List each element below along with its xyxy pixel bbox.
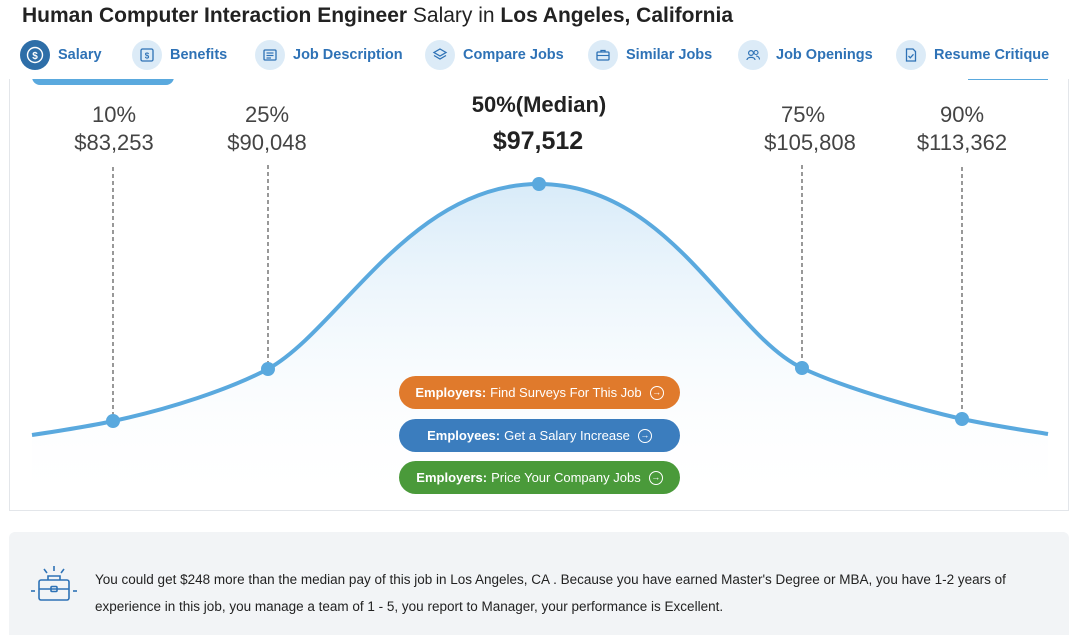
tab-label: Salary: [58, 47, 102, 63]
insight-line-2: experience in this job, you manage a tea…: [95, 599, 724, 614]
tab-label: Benefits: [170, 47, 228, 63]
cta-bold: Employers:: [416, 470, 488, 485]
salary-increase-button[interactable]: Employees: Get a Salary Increase →: [399, 419, 680, 452]
tab-resume-critique[interactable]: Resume Critique: [896, 39, 1049, 71]
p90-percent-label: 90%: [940, 102, 984, 127]
cta-bold: Employers:: [415, 385, 487, 400]
p75-salary-label: $105,808: [764, 130, 856, 155]
dollar-circle-icon: $: [20, 40, 50, 70]
nav-tabs: $ Salary $ Benefits Job Description Comp…: [20, 39, 1060, 71]
tab-label: Compare Jobs: [463, 47, 564, 63]
salary-distribution-chart: 10% $83,253 25% $90,048 50%(Median) $97,…: [9, 79, 1069, 511]
hidden-tab-pill: [32, 79, 174, 85]
dollar-bill-icon: $: [132, 40, 162, 70]
p90-point: [955, 412, 969, 426]
p10-percent-label: 10%: [92, 102, 136, 127]
people-icon: [738, 40, 768, 70]
tab-similar-jobs[interactable]: Similar Jobs: [588, 39, 712, 71]
salary-curve-svg: 10% $83,253 25% $90,048 50%(Median) $97,…: [31, 79, 1049, 510]
tab-label: Similar Jobs: [626, 47, 713, 63]
job-title: Human Computer Interaction Engineer: [22, 4, 408, 27]
p50-point: [532, 177, 546, 191]
insight-text: You could get $248 more than the median …: [95, 566, 1045, 620]
p25-percent-label: 25%: [245, 102, 289, 127]
document-icon: [255, 40, 285, 70]
p10-point: [106, 414, 120, 428]
tab-label: Job Description: [293, 47, 403, 63]
briefcase-icon: [588, 40, 618, 70]
tab-salary[interactable]: $ Salary: [20, 39, 102, 71]
cta-bold: Employees:: [427, 428, 501, 443]
layers-icon: [425, 40, 455, 70]
cta-text: Get a Salary Increase: [504, 428, 630, 443]
tab-label: Resume Critique: [934, 47, 1050, 63]
price-jobs-button[interactable]: Employers: Price Your Company Jobs →: [399, 461, 680, 494]
insight-line-1: You could get $248 more than the median …: [95, 572, 1006, 587]
page-title: Human Computer Interaction Engineer Sala…: [22, 4, 733, 28]
p90-salary-label: $113,362: [917, 130, 1007, 155]
tab-job-description[interactable]: Job Description: [255, 39, 403, 71]
personalized-insight-panel: You could get $248 more than the median …: [9, 532, 1069, 635]
tab-compare-jobs[interactable]: Compare Jobs: [425, 39, 564, 71]
cta-text: Find Surveys For This Job: [490, 385, 642, 400]
cta-text: Price Your Company Jobs: [491, 470, 641, 485]
p25-salary-label: $90,048: [227, 130, 307, 155]
p25-point: [261, 362, 275, 376]
find-surveys-button[interactable]: Employers: Find Surveys For This Job →: [399, 376, 680, 409]
p10-salary-label: $83,253: [74, 130, 154, 155]
arrow-right-circle-icon: →: [649, 385, 664, 400]
title-connector: Salary in: [407, 4, 501, 27]
resume-check-icon: [896, 40, 926, 70]
median-salary-label: $97,512: [493, 127, 583, 155]
p75-point: [795, 361, 809, 375]
briefcase-icon: [31, 566, 77, 601]
svg-text:$: $: [32, 51, 38, 62]
tab-benefits[interactable]: $ Benefits: [132, 39, 227, 71]
median-percent-label: 50%(Median): [472, 92, 606, 117]
svg-text:$: $: [145, 52, 150, 61]
curve-area: [32, 184, 1048, 510]
tab-job-openings[interactable]: Job Openings: [738, 39, 873, 71]
tab-label: Job Openings: [776, 47, 873, 63]
location-title: Los Angeles, California: [500, 4, 734, 27]
arrow-right-circle-icon: →: [637, 428, 652, 443]
p75-percent-label: 75%: [781, 102, 825, 127]
arrow-right-circle-icon: →: [648, 470, 663, 485]
